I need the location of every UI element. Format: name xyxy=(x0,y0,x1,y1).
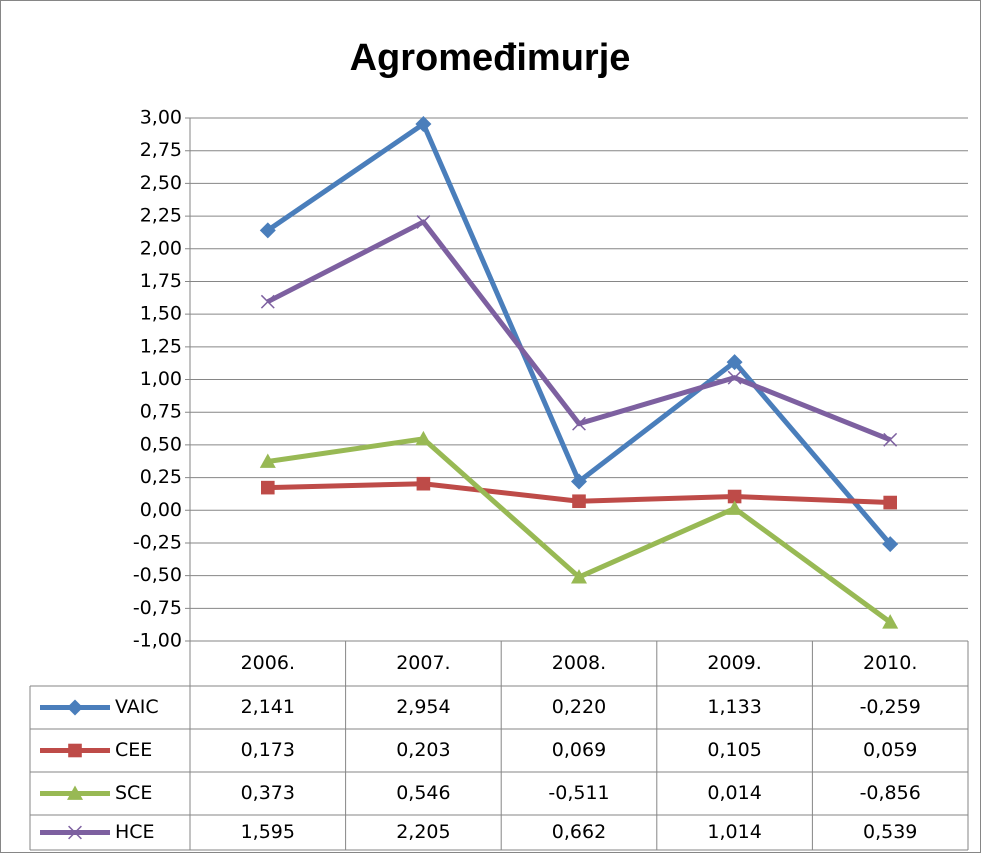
marker xyxy=(572,416,586,431)
y-tick-label: 3,00 xyxy=(140,107,182,129)
x-tick-label: 2006. xyxy=(241,652,295,674)
legend-label: HCE xyxy=(115,821,155,843)
y-tick-label: 1,50 xyxy=(140,303,182,325)
table-value: 0,173 xyxy=(241,739,295,761)
table-value: 2,954 xyxy=(396,696,450,718)
x-tick-label: 2008. xyxy=(552,652,606,674)
marker xyxy=(259,222,276,239)
marker xyxy=(416,476,431,491)
marker xyxy=(726,500,743,515)
marker xyxy=(416,215,431,229)
legend-label: VAIC xyxy=(115,696,159,718)
marker xyxy=(882,614,899,629)
legend-marker xyxy=(68,743,82,758)
y-tick-label: 1,75 xyxy=(140,270,182,292)
marker xyxy=(260,294,275,309)
legend-label: SCE xyxy=(115,782,152,804)
marker xyxy=(415,430,432,446)
table-value: 0,059 xyxy=(863,739,917,761)
x-tick-label: 2007. xyxy=(396,652,450,674)
table-value: 0,539 xyxy=(863,821,917,843)
table-value: 0,220 xyxy=(552,696,606,718)
y-tick-label: -0,50 xyxy=(133,564,182,586)
table-value: 0,014 xyxy=(707,782,761,804)
table-value: 1,014 xyxy=(707,821,761,843)
marker xyxy=(571,473,587,490)
x-tick-label: 2009. xyxy=(707,652,761,674)
y-tick-label: 1,00 xyxy=(140,368,182,390)
table-value: 0,546 xyxy=(396,782,450,804)
marker xyxy=(261,480,275,495)
legend-marker xyxy=(67,785,83,800)
marker xyxy=(882,536,899,553)
marker xyxy=(571,569,587,584)
y-tick-label: 2,50 xyxy=(140,172,182,194)
table-value: 2,141 xyxy=(241,696,295,718)
y-tick-label: 0,00 xyxy=(140,499,182,521)
table-value: -0,511 xyxy=(548,782,609,804)
y-tick-label: 0,75 xyxy=(140,401,182,423)
marker xyxy=(883,432,898,447)
legend-marker xyxy=(68,825,82,840)
table-value: -0,259 xyxy=(860,696,921,718)
marker xyxy=(415,116,432,133)
x-tick-label: 2010. xyxy=(863,652,917,674)
table-value: 0,105 xyxy=(707,739,761,761)
table-value: 1,133 xyxy=(707,696,761,718)
marker xyxy=(259,453,276,468)
y-tick-label: -0,25 xyxy=(133,531,182,553)
marker xyxy=(727,489,742,504)
table-value: 0,373 xyxy=(241,782,295,804)
marker xyxy=(726,354,743,371)
table-value: 0,662 xyxy=(552,821,606,843)
table-value: 0,069 xyxy=(552,739,606,761)
y-tick-label: 2,25 xyxy=(140,205,182,227)
y-tick-label: 0,25 xyxy=(140,466,182,488)
table-value: -0,856 xyxy=(860,782,921,804)
marker xyxy=(883,495,897,510)
y-tick-label: 1,25 xyxy=(140,335,182,357)
y-tick-label: -1,00 xyxy=(133,630,182,652)
chart-title: Agromeđimurje xyxy=(350,37,631,79)
y-tick-label: -0,75 xyxy=(133,597,182,619)
marker xyxy=(727,370,742,385)
y-tick-label: 2,00 xyxy=(140,237,182,259)
legend-label: CEE xyxy=(115,739,152,761)
table-value: 1,595 xyxy=(241,821,295,843)
y-tick-label: 0,50 xyxy=(140,433,182,455)
table-value: 2,205 xyxy=(396,821,450,843)
marker xyxy=(572,494,586,509)
legend-marker xyxy=(67,699,83,716)
table-value: 0,203 xyxy=(396,739,450,761)
y-tick-label: 2,75 xyxy=(140,139,182,161)
